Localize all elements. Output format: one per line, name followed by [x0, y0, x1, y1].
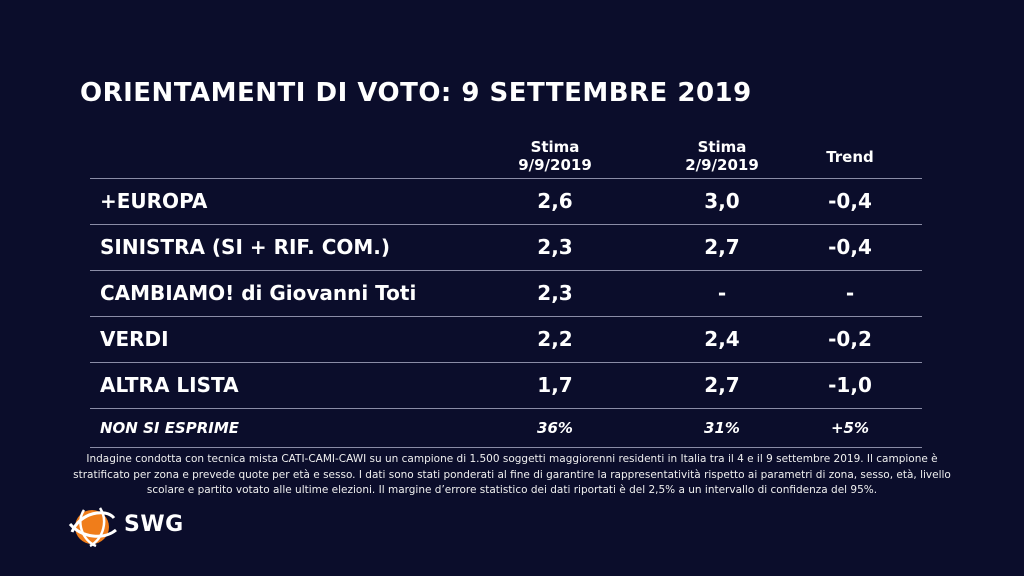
header-stima-9-9: Stima 9/9/2019 — [518, 138, 592, 174]
table-row: SINISTRA (SI + RIF. COM.) 2,3 2,7 -0,4 — [90, 225, 922, 271]
table-row: +EUROPA 2,6 3,0 -0,4 — [90, 179, 922, 225]
table-row: VERDI 2,2 2,4 -0,2 — [90, 317, 922, 363]
party-label: +EUROPA — [100, 189, 208, 213]
stima-9-9-value: 2,3 — [537, 281, 573, 305]
logo-text: SWG — [124, 512, 184, 537]
trend-value: - — [845, 281, 855, 305]
methodology-note: Indagine condotta con tecnica mista CATI… — [73, 453, 951, 496]
trend-value: -0,4 — [828, 235, 872, 259]
stima-9-9-value: 2,6 — [537, 189, 573, 213]
table-footer-row: NON SI ESPRIME 36% 31% +5% — [90, 409, 922, 448]
trend-value: -0,4 — [828, 189, 872, 213]
party-label: VERDI — [100, 327, 169, 351]
footer-stima-9-9: 36% — [537, 419, 573, 437]
party-label: CAMBIAMO! di Giovanni Toti — [100, 281, 417, 305]
stima-2-9-value: - — [717, 281, 727, 305]
stima-9-9-value: 1,7 — [537, 373, 573, 397]
footer-trend: +5% — [830, 419, 870, 437]
footer-label: NON SI ESPRIME — [100, 419, 240, 437]
voting-table: Stima 9/9/2019 Stima 2/9/2019 Trend +EUR… — [90, 138, 922, 448]
stima-2-9-value: 2,7 — [704, 235, 740, 259]
swg-globe-icon — [68, 507, 117, 548]
stima-2-9-value: 2,7 — [704, 373, 740, 397]
stima-2-9-value: 3,0 — [704, 189, 740, 213]
footer-stima-2-9: 31% — [704, 419, 740, 437]
page-title: ORIENTAMENTI DI VOTO: 9 SETTEMBRE 2019 — [80, 78, 752, 108]
header-trend: Trend — [826, 148, 874, 166]
table-header: Stima 9/9/2019 Stima 2/9/2019 Trend — [90, 138, 922, 179]
trend-value: -0,2 — [828, 327, 872, 351]
stima-9-9-value: 2,3 — [537, 235, 573, 259]
table-row: ALTRA LISTA 1,7 2,7 -1,0 — [90, 363, 922, 409]
trend-value: -1,0 — [828, 373, 872, 397]
header-stima-2-9: Stima 2/9/2019 — [685, 138, 759, 174]
table-row: CAMBIAMO! di Giovanni Toti 2,3 - - — [90, 271, 922, 317]
party-label: ALTRA LISTA — [100, 373, 239, 397]
stima-9-9-value: 2,2 — [537, 327, 573, 351]
party-label: SINISTRA (SI + RIF. COM.) — [100, 235, 391, 259]
stima-2-9-value: 2,4 — [704, 327, 740, 351]
